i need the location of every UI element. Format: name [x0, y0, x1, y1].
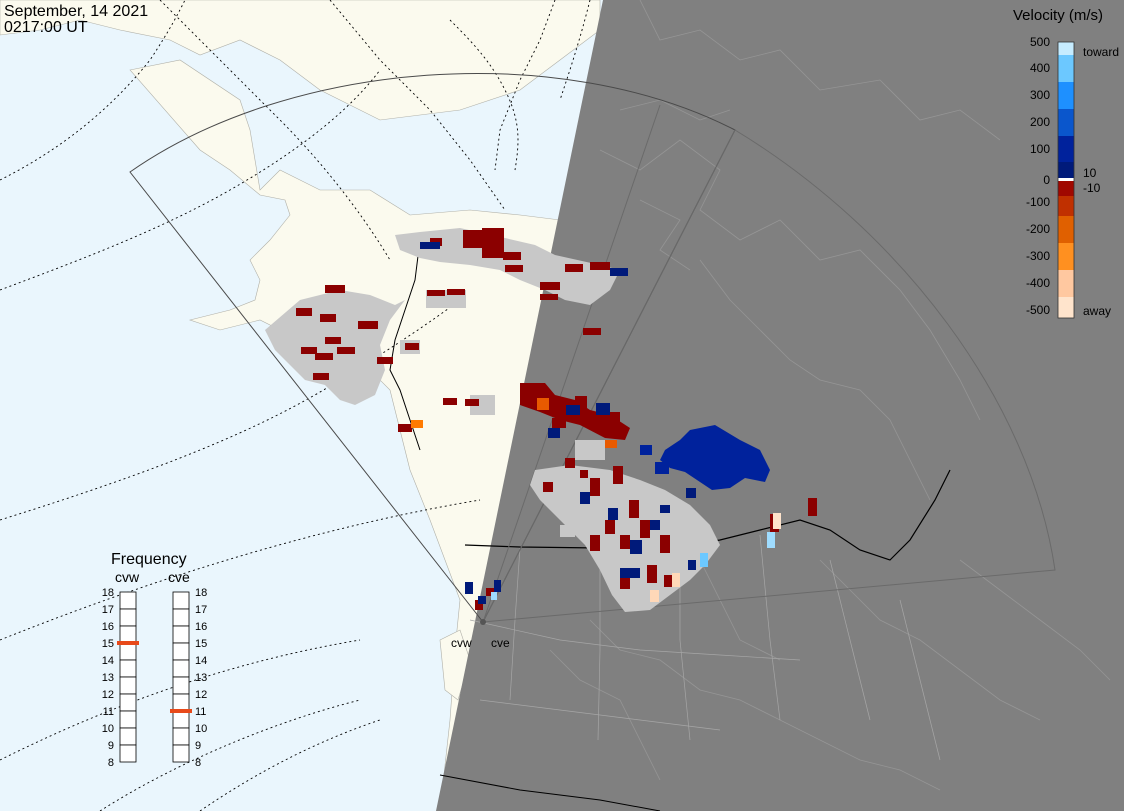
velocity-fast-away-cells [411, 398, 781, 602]
frequency-level-label: 18 [195, 587, 207, 599]
frequency-level-label: 8 [108, 757, 114, 769]
colorbar-tick-label: -10 [1083, 181, 1101, 195]
frequency-cell [119, 710, 137, 729]
frequency-cell [119, 625, 137, 644]
frequency-cell [119, 676, 137, 695]
colorbar-tick-labels: 500400300200100100-10-100-200-300-400-50… [1026, 35, 1101, 317]
colorbar-tick-label: 400 [1030, 61, 1050, 75]
colorbar-swatch [1058, 109, 1074, 136]
frequency-level-label: 16 [195, 621, 207, 633]
frequency-cell [119, 591, 137, 610]
frequency-level-label: 9 [108, 740, 114, 752]
frequency-level-label: 12 [102, 689, 114, 701]
frequency-level-label: 14 [102, 655, 114, 667]
frequency-level-label: 13 [102, 672, 114, 684]
frequency-cvw-label: cvw [115, 569, 140, 585]
nightside-coastlines [549, 0, 1111, 791]
colorbar-tick-label: 200 [1030, 115, 1050, 129]
frequency-level-label: 10 [195, 723, 207, 735]
frequency-scale: 18 17 16 15 14 13 12 11 10 9 8 [102, 587, 139, 769]
frequency-level-label: 15 [195, 638, 207, 650]
frequency-level-label: 13 [195, 672, 207, 684]
frequency-cell [119, 693, 137, 712]
frequency-cell [119, 744, 137, 763]
colorbar-tick-label: 0 [1043, 173, 1050, 187]
colorbar-tick-label: 300 [1030, 88, 1050, 102]
colorbar-tick-label: 10 [1083, 166, 1097, 180]
frequency-level-label: 10 [102, 723, 114, 735]
frequency-cell [172, 625, 190, 644]
colorbar-tick-label: -500 [1026, 303, 1050, 317]
colorbar-title: Velocity (m/s) [1013, 7, 1103, 24]
frequency-scale: 18 17 16 15 14 13 12 11 10 9 8 [170, 587, 207, 769]
frequency-cell [119, 642, 137, 661]
frequency-level-label: 11 [103, 706, 114, 718]
date-label: September, 14 2021 [4, 3, 148, 20]
frequency-level-label: 12 [195, 689, 207, 701]
colorbar-swatch [1058, 243, 1074, 270]
frequency-panel: Frequency cvw cve 1817161514131211109818… [102, 551, 208, 769]
colorbar-toward-label: toward [1083, 45, 1119, 59]
frequency-cell [172, 744, 190, 763]
frequency-level-label: 17 [195, 604, 207, 616]
colorbar-zero-band [1058, 178, 1074, 181]
frequency-cell [172, 659, 190, 678]
frequency-level-label: 16 [102, 621, 114, 633]
frequency-cell [172, 642, 190, 661]
frequency-level-label: 18 [102, 587, 114, 599]
radar-label-cve: cve [491, 636, 510, 650]
frequency-cell [172, 591, 190, 610]
colorbar-swatch [1058, 270, 1074, 297]
frequency-cell [172, 676, 190, 695]
colorbar-swatch [1058, 196, 1074, 216]
colorbar-swatch [1058, 181, 1074, 196]
frequency-cell [172, 710, 190, 729]
frequency-title: Frequency [111, 551, 187, 568]
radar-fov-outlines [129, 72, 1056, 623]
radar-sites: cvw cve [451, 619, 510, 650]
frequency-cell [119, 659, 137, 678]
colorbar-tick-label: -200 [1026, 222, 1050, 236]
frequency-marker [170, 709, 192, 713]
colorbar-swatch [1058, 162, 1074, 178]
frequency-cell [119, 608, 137, 627]
velocity-away-cells [296, 228, 817, 610]
colorbar-swatch [1058, 216, 1074, 243]
frequency-level-label: 14 [195, 655, 207, 667]
radar-label-cvw: cvw [451, 636, 472, 650]
frequency-scales: 18 17 16 15 14 13 12 11 10 9 8 18 17 16 15 14 13 12 11 10 9 8 [102, 587, 208, 769]
velocity-toward-cells [420, 242, 775, 604]
radar-site-marker [480, 619, 486, 625]
frequency-cve-label: cve [168, 569, 190, 585]
colorbar-tick-label: -300 [1026, 249, 1050, 263]
time-label: 0217:00 UT [4, 19, 88, 36]
frequency-cell [119, 727, 137, 746]
colorbar-frame [1057, 41, 1075, 319]
frequency-level-label: 9 [195, 740, 201, 752]
frequency-level-label: 15 [102, 638, 114, 650]
frequency-level-label: 11 [195, 706, 206, 718]
nightside-shading [436, 0, 1124, 811]
frequency-marker [117, 641, 139, 645]
frequency-level-label: 8 [195, 757, 201, 769]
colorbar-swatch [1058, 42, 1074, 55]
frequency-cell [172, 727, 190, 746]
frequency-level-label: 17 [102, 604, 114, 616]
colorbar-swatch [1058, 136, 1074, 162]
colorbar-swatch [1058, 82, 1074, 109]
frequency-cell [172, 693, 190, 712]
colorbar-tick-label: -400 [1026, 276, 1050, 290]
colorbar-tick-label: 100 [1030, 142, 1050, 156]
colorbar-swatch [1058, 297, 1074, 318]
colorbar-tick-label: 500 [1030, 35, 1050, 49]
colorbar-swatches [1058, 42, 1074, 318]
colorbar-swatch [1058, 55, 1074, 82]
velocity-colorbar: Velocity (m/s) 500400300200100100-10-100… [1013, 7, 1119, 319]
colorbar-tick-label: -100 [1026, 195, 1050, 209]
frequency-cell [172, 608, 190, 627]
colorbar-away-label: away [1083, 304, 1111, 318]
